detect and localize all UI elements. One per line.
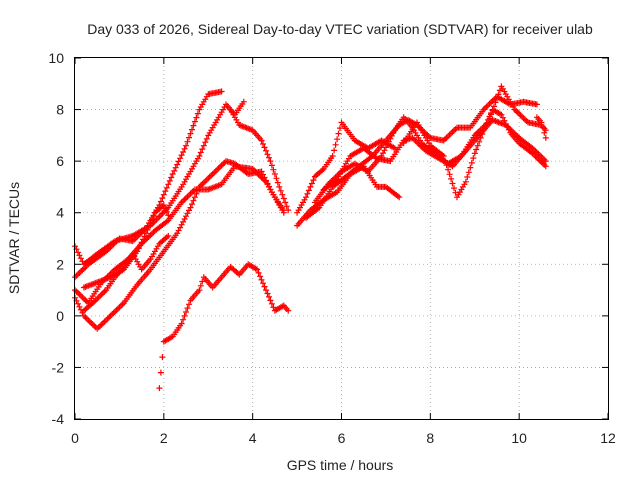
x-axis-label: GPS time / hours <box>287 457 394 473</box>
y-tick-label: 8 <box>56 102 64 118</box>
y-tick-label: 0 <box>56 308 64 324</box>
series-markers <box>156 261 292 392</box>
x-tick-label: 2 <box>160 430 168 446</box>
chart-title: Day 033 of 2026, Sidereal Day-to-day VTE… <box>87 21 593 37</box>
series-arc-8 <box>156 261 292 392</box>
y-axis-ticks: -4 -2 0 2 4 6 8 10 <box>48 50 608 427</box>
plot-frame <box>74 57 609 420</box>
series-arc-7 <box>227 106 292 214</box>
series-markers <box>227 106 292 214</box>
series-arc-15 <box>533 114 549 141</box>
y-axis-label: SDTVAR / TECUs <box>6 182 22 294</box>
series-markers <box>80 232 172 314</box>
y-tick-label: -2 <box>52 359 65 375</box>
y-tick-label: 6 <box>56 153 64 169</box>
series-markers <box>533 114 549 141</box>
y-tick-label: 2 <box>56 256 64 272</box>
series-markers <box>400 106 549 201</box>
y-tick-label: 10 <box>48 50 64 66</box>
series-arc-14 <box>400 106 549 201</box>
x-tick-label: 4 <box>249 430 257 446</box>
x-axis-ticks: 0 2 4 6 8 10 12 <box>71 58 616 446</box>
grid-lines <box>75 58 608 419</box>
x-tick-label: 12 <box>600 430 616 446</box>
y-tick-label: -4 <box>52 411 65 427</box>
x-tick-label: 8 <box>426 430 434 446</box>
data-marks <box>72 83 549 392</box>
x-tick-label: 10 <box>511 430 527 446</box>
y-tick-label: 4 <box>56 205 64 221</box>
x-tick-label: 6 <box>338 430 346 446</box>
series-arc-6 <box>80 232 172 314</box>
x-tick-label: 0 <box>71 430 79 446</box>
